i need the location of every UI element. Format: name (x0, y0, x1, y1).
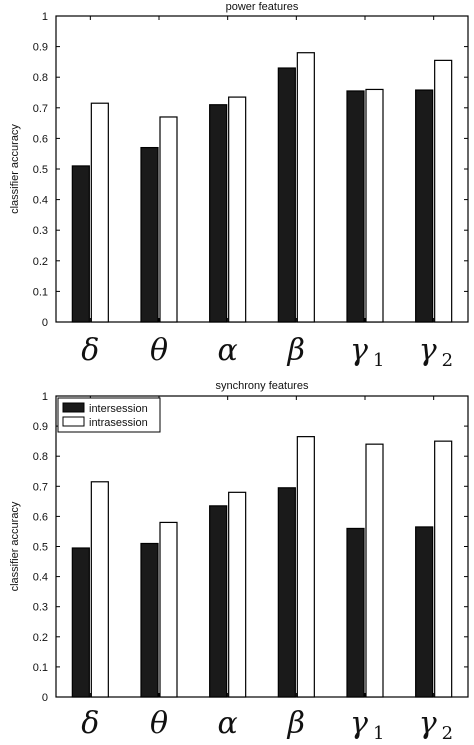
x-tick-label: β (287, 333, 305, 368)
x-tick-label: α (218, 333, 238, 368)
bar-inter-5 (346, 90, 365, 323)
bar-inter-1 (71, 547, 90, 698)
y-tick-label: 1 (42, 391, 48, 403)
bar-intra-4 (296, 52, 315, 323)
x-tick-label: θ (150, 706, 168, 741)
y-tick-label: 0.8 (33, 72, 48, 84)
chart-title: synchrony features (216, 380, 309, 392)
y-tick-label: 0.2 (33, 256, 48, 268)
bar-intra-4 (296, 436, 315, 698)
y-tick-label: 0.4 (33, 195, 48, 207)
x-tick-label: δ (81, 706, 99, 741)
plot-frame (55, 15, 469, 323)
x-tick-label-subscript: 1 (373, 350, 384, 371)
bar-inter-4 (277, 67, 296, 323)
y-tick-label: 0 (42, 317, 48, 329)
bar-intra-2 (159, 116, 178, 323)
bar-inter-6 (415, 89, 434, 323)
chart-panel-1: power features classifier accuracy 0 0.1 0.2… (9, 1, 469, 371)
bar-intra-6 (434, 59, 453, 323)
chart-panel-2: synchrony features classifier accuracy 0 0.… (9, 380, 469, 744)
bar-intra-6 (434, 440, 453, 698)
chart-title: power features (226, 1, 299, 13)
x-tick-label-subscript: 1 (373, 723, 384, 744)
y-tick-label: 0.7 (33, 481, 48, 493)
x-tick-label: α (218, 706, 238, 741)
y-tick-label: 0.9 (33, 421, 48, 433)
x-tick-label: γ (419, 706, 437, 741)
bar-intra-1 (90, 102, 109, 323)
x-tick-label: θ (150, 333, 168, 368)
bar-inter-6 (415, 526, 434, 698)
y-tick-label: 0.8 (33, 451, 48, 463)
bar-intra-2 (159, 521, 178, 698)
bar-inter-4 (277, 487, 296, 698)
bar-inter-3 (209, 104, 228, 323)
y-tick-label: 0.2 (33, 632, 48, 644)
bar-inter-2 (140, 146, 159, 323)
bar-inter-2 (140, 542, 159, 698)
y-tick-label: 0.3 (33, 602, 48, 614)
bar-intra-5 (365, 88, 384, 323)
plot-frame (55, 395, 469, 698)
y-tick-label: 0.9 (33, 42, 48, 54)
y-axis-label: classifier accuracy (9, 501, 21, 591)
x-tick-label: δ (81, 333, 99, 368)
y-tick-label: 0.6 (33, 133, 48, 145)
bar-intra-3 (228, 96, 247, 323)
y-tick-label: 0.3 (33, 225, 48, 237)
legend-entry: intrasession (89, 417, 148, 429)
x-tick-label-subscript: 2 (442, 723, 453, 744)
y-tick-label: 1 (42, 11, 48, 23)
x-tick-label: γ (350, 706, 368, 741)
y-tick-label: 0.1 (33, 286, 48, 298)
y-tick-label: 0.1 (33, 662, 48, 674)
y-tick-label: 0.6 (33, 511, 48, 523)
x-tick-label: γ (350, 333, 368, 368)
legend-entry: intersession (89, 403, 148, 415)
x-tick-label: γ (419, 333, 437, 368)
legend-swatch (62, 402, 85, 413)
x-tick-label-subscript: 2 (442, 350, 453, 371)
legend-swatch (62, 416, 85, 427)
y-tick-label: 0 (42, 692, 48, 704)
x-tick-label: β (287, 706, 305, 741)
bar-intra-5 (365, 443, 384, 698)
bar-intra-1 (90, 481, 109, 698)
bar-intra-3 (228, 491, 247, 698)
y-axis-label: classifier accuracy (9, 124, 21, 214)
y-tick-label: 0.5 (33, 542, 48, 554)
y-tick-label: 0.4 (33, 572, 48, 584)
legend: intersession intrasession (57, 397, 161, 433)
y-tick-label: 0.7 (33, 103, 48, 115)
y-tick-label: 0.5 (33, 164, 48, 176)
bar-inter-5 (346, 527, 365, 698)
bar-inter-1 (71, 165, 90, 323)
bar-inter-3 (209, 505, 228, 698)
